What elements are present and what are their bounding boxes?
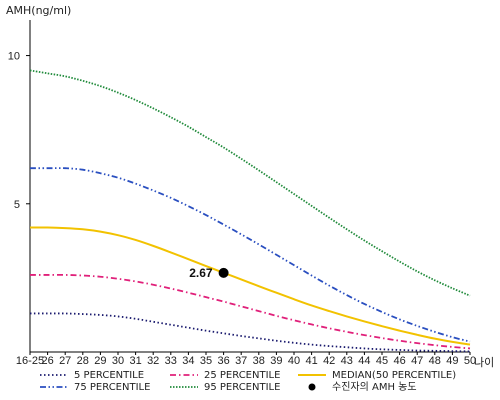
y-axis-ticks: 5 10 xyxy=(8,51,30,211)
legend-label-75-percentile: 75 PERCENTILE xyxy=(74,382,150,393)
legend-swatch-patient xyxy=(308,383,316,391)
x-tick-label: 29 xyxy=(94,355,106,367)
x-tick-label: 45 xyxy=(376,355,388,367)
series-line-25-percentile xyxy=(30,273,471,350)
y-tick-label: 5 xyxy=(14,199,20,211)
x-tick-label: 43 xyxy=(341,355,353,367)
patient-point-label: 2.67 xyxy=(189,266,213,280)
series-line-95-percentile xyxy=(29,69,471,297)
x-tick-label: 50 xyxy=(464,355,476,367)
x-tick-label: 44 xyxy=(358,355,370,367)
x-tick-label: 30 xyxy=(112,355,124,367)
x-tick-label: 49 xyxy=(446,355,458,367)
x-tick-label: 16-25 xyxy=(16,355,44,367)
x-tick-label: 37 xyxy=(235,355,247,367)
x-tick-label: 40 xyxy=(288,355,300,367)
legend-label-25-percentile: 25 PERCENTILE xyxy=(204,370,280,381)
x-tick-label: 27 xyxy=(59,355,71,367)
patient-point xyxy=(218,267,229,278)
series-line-75-percentile xyxy=(29,167,471,343)
legend: 5 PERCENTILE 25 PERCENTILE MEDIAN(50 PERCE… xyxy=(40,370,456,393)
series-lines xyxy=(29,69,471,353)
x-tick-label: 31 xyxy=(129,355,141,367)
series-line-median-50-percentile xyxy=(29,226,471,346)
x-tick-label: 47 xyxy=(411,355,423,367)
x-axis-label: 나이 xyxy=(474,356,494,369)
x-tick-label: 35 xyxy=(200,355,212,367)
patient-point-group: 2.67 xyxy=(189,266,229,280)
x-tick-label: 33 xyxy=(165,355,177,367)
legend-label-patient: 수진자의 AMH 농도 xyxy=(332,381,417,393)
x-tick-label: 26 xyxy=(41,355,53,367)
x-tick-label: 46 xyxy=(393,355,405,367)
x-tick-label: 32 xyxy=(147,355,159,367)
x-tick-label: 28 xyxy=(77,355,89,367)
legend-label-5-percentile: 5 PERCENTILE xyxy=(74,370,144,381)
legend-label-median-50-percentile: MEDIAN(50 PERCENTILE) xyxy=(332,370,456,381)
legend-label-95-percentile: 95 PERCENTILE xyxy=(204,382,280,393)
x-tick-label: 39 xyxy=(270,355,282,367)
x-tick-label: 38 xyxy=(253,355,265,367)
x-tick-label: 34 xyxy=(182,355,194,367)
y-axis-label: AMH(ng/ml) xyxy=(6,4,71,17)
x-tick-label: 42 xyxy=(323,355,335,367)
x-tick-label: 36 xyxy=(217,355,229,367)
y-tick-label: 10 xyxy=(8,51,20,63)
x-tick-label: 48 xyxy=(429,355,441,367)
x-tick-label: 41 xyxy=(305,355,317,367)
